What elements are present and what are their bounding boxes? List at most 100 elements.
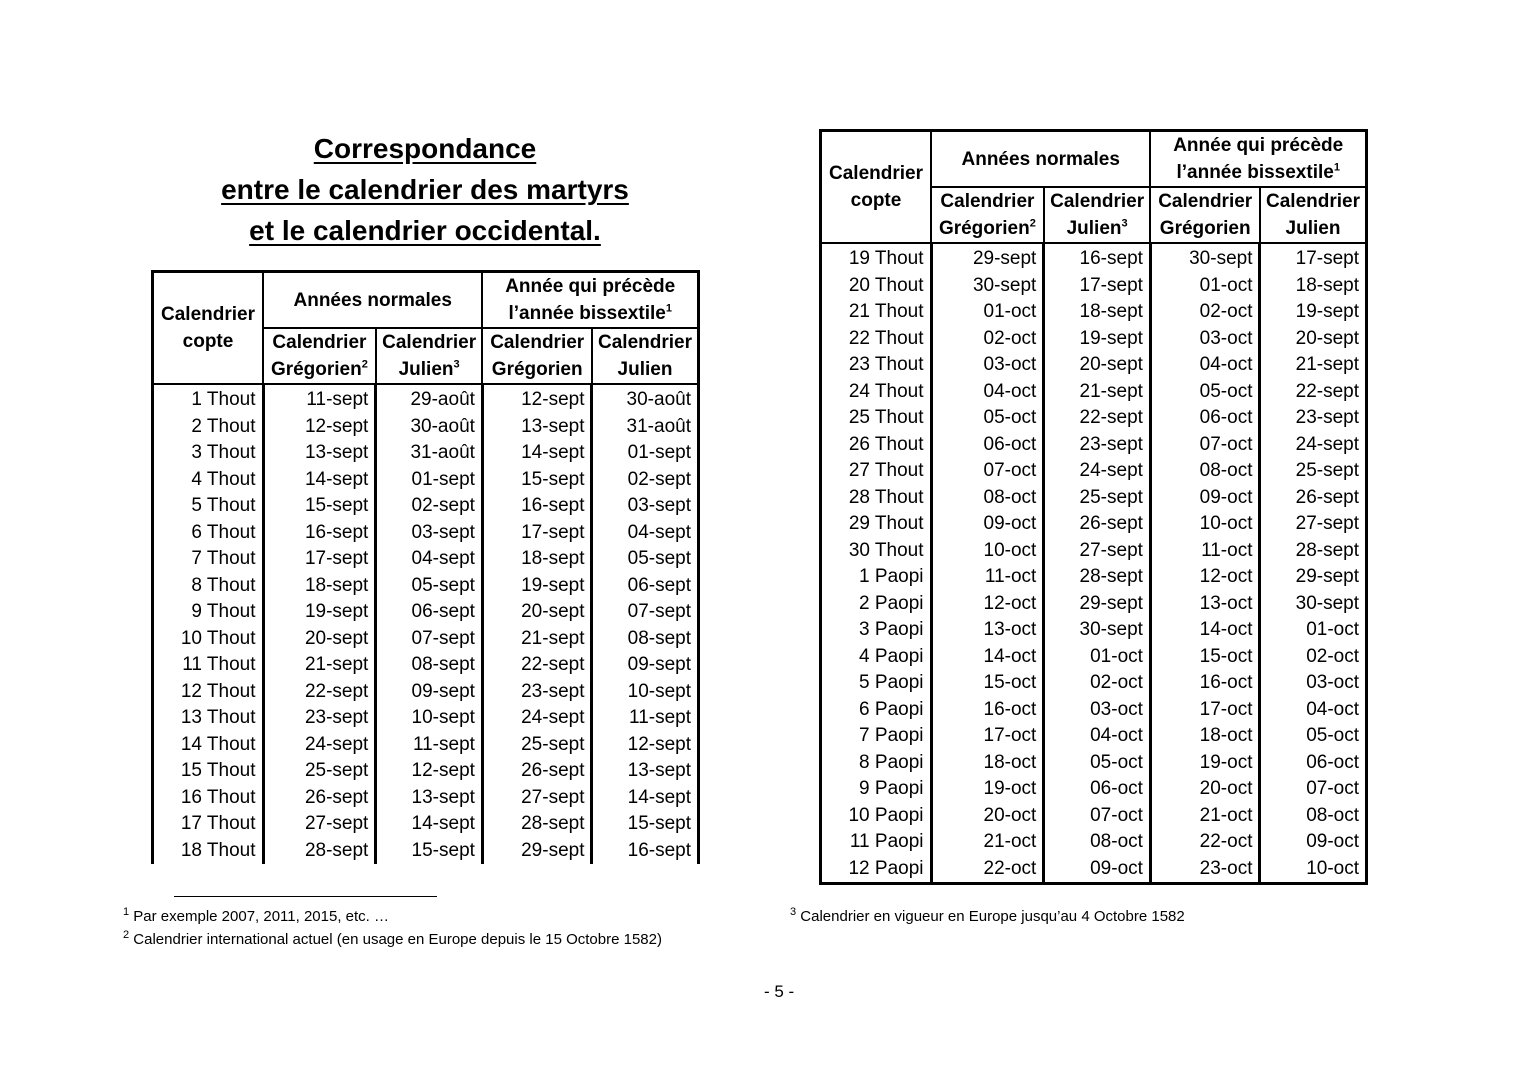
julian-normal-cell: 29-août — [374, 384, 484, 414]
julian-normal-cell: 21-sept — [1042, 378, 1152, 405]
header-pre-leap: Année qui précède l’année bissextile1 — [481, 270, 700, 329]
gregorian-normal-cell: 01-oct — [929, 299, 1046, 326]
header-julian-normal: Calendrier Julien3 — [374, 327, 484, 385]
julian-pre-leap-cell: 04-oct — [1258, 696, 1368, 723]
julian-normal-cell: 28-sept — [1042, 564, 1152, 591]
table-row: 24 Thout 04-oct 21-sept 05-oct 22-sept — [819, 378, 1368, 405]
coptic-date-cell: 11 Thout — [151, 652, 265, 679]
coptic-date-cell: 4 Paopi — [819, 643, 933, 670]
coptic-date-cell: 28 Thout — [819, 484, 933, 511]
gregorian-pre-leap-cell: 07-oct — [1148, 431, 1262, 458]
coptic-date-cell: 5 Thout — [151, 493, 265, 520]
julian-normal-cell: 11-sept — [374, 731, 484, 758]
gregorian-pre-leap-cell: 10-oct — [1148, 511, 1262, 538]
coptic-date-cell: 26 Thout — [819, 431, 933, 458]
table-row: 14 Thout 24-sept 11-sept 25-sept 12-sept — [151, 731, 700, 758]
coptic-date-cell: 20 Thout — [819, 272, 933, 299]
title-line-1: Correspondance — [313, 133, 537, 164]
gregorian-pre-leap-cell: 02-oct — [1148, 299, 1262, 326]
coptic-date-cell: 13 Thout — [151, 705, 265, 732]
footnote-separator — [174, 896, 437, 897]
gregorian-pre-leap-cell: 22-sept — [480, 652, 594, 679]
julian-normal-cell: 09-oct — [1042, 855, 1152, 884]
julian-normal-cell: 17-sept — [1042, 272, 1152, 299]
julian-pre-leap-cell: 22-sept — [1258, 378, 1368, 405]
coptic-date-cell: 14 Thout — [151, 731, 265, 758]
gregorian-normal-cell: 19-sept — [261, 599, 378, 626]
julian-pre-leap-cell: 11-sept — [590, 705, 700, 732]
julian-normal-cell: 20-sept — [1042, 352, 1152, 379]
table-row: 20 Thout 30-sept 17-sept 01-oct 18-sept — [819, 272, 1368, 299]
header-julian-normal: Calendrier Julien3 — [1042, 186, 1152, 244]
gregorian-normal-cell: 12-sept — [261, 413, 378, 440]
table-row: 19 Thout 29-sept 16-sept 30-sept 17-sept — [819, 243, 1368, 273]
page-title: Correspondance entre le calendrier des m… — [150, 128, 700, 251]
table-row: 17 Thout 27-sept 14-sept 28-sept 15-sept — [151, 811, 700, 838]
footnote-1: 1 Par exemple 2007, 2011, 2015, etc. … — [123, 906, 390, 926]
calendar-table-left: Calendrier copte Années normales Année q… — [151, 270, 700, 864]
table-row: 25 Thout 05-oct 22-sept 06-oct 23-sept — [819, 405, 1368, 432]
coptic-date-cell: 12 Paopi — [819, 855, 933, 884]
table-row: 8 Thout 18-sept 05-sept 19-sept 06-sept — [151, 572, 700, 599]
table-row: 30 Thout 10-oct 27-sept 11-oct 28-sept — [819, 537, 1368, 564]
julian-pre-leap-cell: 28-sept — [1258, 537, 1368, 564]
gregorian-pre-leap-cell: 18-sept — [480, 546, 594, 573]
coptic-date-cell: 18 Thout — [151, 837, 265, 864]
gregorian-normal-cell: 22-oct — [929, 855, 1046, 884]
coptic-date-cell: 10 Thout — [151, 625, 265, 652]
coptic-date-cell: 21 Thout — [819, 299, 933, 326]
table-row: 29 Thout 09-oct 26-sept 10-oct 27-sept — [819, 511, 1368, 538]
julian-normal-cell: 08-sept — [374, 652, 484, 679]
julian-normal-cell: 19-sept — [1042, 325, 1152, 352]
gregorian-normal-cell: 05-oct — [929, 405, 1046, 432]
julian-pre-leap-cell: 14-sept — [590, 784, 700, 811]
julian-normal-cell: 05-sept — [374, 572, 484, 599]
julian-pre-leap-cell: 01-sept — [590, 440, 700, 467]
julian-normal-cell: 03-sept — [374, 519, 484, 546]
calendar-table-right: Calendrier copte Années normales Année q… — [819, 129, 1368, 885]
julian-normal-cell: 13-sept — [374, 784, 484, 811]
julian-normal-cell: 02-oct — [1042, 670, 1152, 697]
header-gregorian-normal: Calendrier Grégorien2 — [262, 327, 377, 385]
gregorian-pre-leap-cell: 28-sept — [480, 811, 594, 838]
gregorian-normal-cell: 19-oct — [929, 776, 1046, 803]
table-row: 16 Thout 26-sept 13-sept 27-sept 14-sept — [151, 784, 700, 811]
coptic-date-cell: 6 Thout — [151, 519, 265, 546]
julian-normal-cell: 06-oct — [1042, 776, 1152, 803]
header-normal-years: Années normales — [261, 270, 484, 329]
table-row: 12 Thout 22-sept 09-sept 23-sept 10-sept — [151, 678, 700, 705]
table-row: 23 Thout 03-oct 20-sept 04-oct 21-sept — [819, 352, 1368, 379]
coptic-date-cell: 3 Thout — [151, 440, 265, 467]
gregorian-pre-leap-cell: 18-oct — [1148, 723, 1262, 750]
julian-normal-cell: 04-oct — [1042, 723, 1152, 750]
gregorian-normal-cell: 09-oct — [929, 511, 1046, 538]
gregorian-pre-leap-cell: 14-oct — [1148, 617, 1262, 644]
gregorian-pre-leap-cell: 16-oct — [1148, 670, 1262, 697]
julian-normal-cell: 26-sept — [1042, 511, 1152, 538]
coptic-date-cell: 11 Paopi — [819, 829, 933, 856]
gregorian-normal-cell: 14-oct — [929, 643, 1046, 670]
gregorian-pre-leap-cell: 01-oct — [1148, 272, 1262, 299]
gregorian-pre-leap-cell: 15-sept — [480, 466, 594, 493]
gregorian-pre-leap-cell: 09-oct — [1148, 484, 1262, 511]
coptic-date-cell: 3 Paopi — [819, 617, 933, 644]
julian-normal-cell: 27-sept — [1042, 537, 1152, 564]
julian-pre-leap-cell: 31-août — [590, 413, 700, 440]
table-row: 5 Thout 15-sept 02-sept 16-sept 03-sept — [151, 493, 700, 520]
julian-pre-leap-cell: 29-sept — [1258, 564, 1368, 591]
gregorian-pre-leap-cell: 21-sept — [480, 625, 594, 652]
coptic-date-cell: 1 Thout — [151, 384, 265, 414]
julian-pre-leap-cell: 02-oct — [1258, 643, 1368, 670]
gregorian-pre-leap-cell: 12-sept — [480, 384, 594, 414]
table-row: 12 Paopi 22-oct 09-oct 23-oct 10-oct — [819, 855, 1368, 884]
header-pre-leap: Année qui précède l’année bissextile1 — [1149, 129, 1368, 188]
header-coptic: Calendrier copte — [819, 129, 932, 244]
julian-pre-leap-cell: 17-sept — [1258, 243, 1368, 273]
coptic-date-cell: 29 Thout — [819, 511, 933, 538]
julian-pre-leap-cell: 16-sept — [590, 837, 700, 864]
julian-normal-cell: 24-sept — [1042, 458, 1152, 485]
coptic-date-cell: 1 Paopi — [819, 564, 933, 591]
table-row: 5 Paopi 15-oct 02-oct 16-oct 03-oct — [819, 670, 1368, 697]
julian-normal-cell: 01-oct — [1042, 643, 1152, 670]
julian-pre-leap-cell: 27-sept — [1258, 511, 1368, 538]
